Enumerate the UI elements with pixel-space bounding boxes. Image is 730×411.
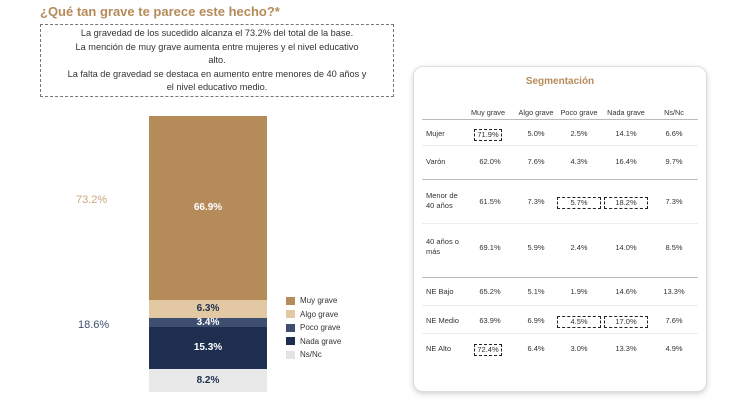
segmentation-cell: 5.1% bbox=[527, 287, 545, 296]
segmentation-row-divider bbox=[422, 333, 698, 334]
segmentation-cell: 61.5% bbox=[479, 197, 501, 206]
segmentation-cell: 18.2% bbox=[604, 197, 648, 209]
summary-note-line: La gravedad de los sucedido alcanza el 7… bbox=[80, 28, 354, 38]
stacked-bar-chart: 66.9% 6.3% 3.4% 15.3% 8.2% bbox=[149, 116, 267, 392]
segmentation-row: Varón 62.0% 7.6% 4.3% 16.4% 9.7% bbox=[422, 153, 698, 169]
segmentation-row-label: Mujer bbox=[426, 129, 445, 138]
segmentation-cell: 6.9% bbox=[527, 316, 545, 325]
bar-segment-muy-grave bbox=[149, 116, 267, 301]
segmentation-group-divider bbox=[422, 277, 698, 278]
segmentation-cell: 5.0% bbox=[527, 129, 545, 138]
segmentation-cell: 2.5% bbox=[570, 129, 588, 138]
bar-segment-nada-grave bbox=[149, 327, 267, 370]
segmentation-cell: 4.9% bbox=[665, 344, 683, 353]
segmentation-panel: Segmentación Muy grave Algo grave Poco gra… bbox=[413, 66, 707, 392]
segmentation-cell: 4.3% bbox=[570, 157, 588, 166]
segmentation-cell: 13.3% bbox=[615, 344, 637, 353]
segmentation-cell: 69.1% bbox=[479, 243, 501, 252]
segmentation-row-divider bbox=[422, 223, 698, 224]
segmentation-cell: 7.6% bbox=[665, 316, 683, 325]
segmentation-cell: 1.9% bbox=[570, 287, 588, 296]
segmentation-cell: 62.0% bbox=[479, 157, 501, 166]
segmentation-cell: 65.2% bbox=[479, 287, 501, 296]
segmentation-title: Segmentación bbox=[525, 76, 595, 87]
legend-item: Ns/Nc bbox=[286, 348, 341, 362]
segmentation-cell: 6.6% bbox=[665, 129, 683, 138]
segmentation-row: NE Medio 63.9% 6.9% 4.5% 17.0% 7.6% bbox=[422, 312, 698, 328]
segmentation-cell: 5.7% bbox=[557, 197, 601, 209]
bar-data-label: 8.2% bbox=[196, 374, 220, 386]
summary-note-box: La gravedad de los sucedido alcanza el 7… bbox=[40, 24, 394, 97]
segmentation-cell: 72.4% bbox=[474, 344, 502, 356]
legend-label: Muy grave bbox=[300, 296, 338, 306]
segmentation-cell: 7.3% bbox=[527, 197, 545, 206]
segmentation-column-header: Ns/Nc bbox=[664, 108, 684, 117]
segmentation-row-label: Varón bbox=[426, 157, 446, 166]
segmentation-cell: 8.5% bbox=[665, 243, 683, 252]
segmentation-row-label: Menor de 40 años bbox=[426, 191, 458, 210]
legend-item: Poco grave bbox=[286, 321, 341, 335]
segmentation-row-divider bbox=[422, 145, 698, 146]
segmentation-cell: 63.9% bbox=[479, 316, 501, 325]
legend-item: Nada grave bbox=[286, 335, 341, 349]
segmentation-column-header: Nada grave bbox=[607, 108, 645, 117]
summary-note-line: el nivel educativo medio. bbox=[166, 82, 268, 92]
segmentation-row-label: NE Bajo bbox=[426, 287, 454, 296]
legend-label: Nada grave bbox=[300, 336, 342, 346]
segmentation-column-header: Algo grave bbox=[518, 108, 554, 117]
segmentation-row: NE Alto 72.4% 6.4% 3.0% 13.3% 4.9% bbox=[422, 340, 698, 356]
total-grave-percent: 73.2% bbox=[76, 194, 108, 206]
segmentation-cell: 14.1% bbox=[615, 129, 637, 138]
segmentation-cell: 3.0% bbox=[570, 344, 588, 353]
segmentation-row: 40 años o más 69.1% 5.9% 2.4% 14.0% 8.5% bbox=[422, 237, 698, 256]
segmentation-column-header: Muy grave bbox=[470, 108, 506, 117]
segmentation-row-label: 40 años o más bbox=[426, 237, 459, 256]
legend-swatch bbox=[286, 310, 295, 319]
segmentation-cell: 14.6% bbox=[615, 287, 637, 296]
segmentation-row-divider bbox=[422, 305, 698, 306]
legend-label: Algo grave bbox=[300, 309, 339, 319]
segmentation-cell: 17.0% bbox=[604, 316, 648, 328]
segmentation-cell: 2.4% bbox=[570, 243, 588, 252]
segmentation-group-divider bbox=[422, 179, 698, 180]
segmentation-cell: 71.9% bbox=[474, 129, 502, 141]
segmentation-cell: 6.4% bbox=[527, 344, 545, 353]
legend-swatch bbox=[286, 350, 295, 359]
legend-swatch bbox=[286, 323, 295, 332]
page-title: ¿Qué tan grave te parece este hecho?* bbox=[40, 4, 280, 19]
bar-data-label: 15.3% bbox=[193, 342, 223, 354]
total-no-grave-percent: 18.6% bbox=[78, 319, 110, 331]
segmentation-column-header: Poco grave bbox=[560, 108, 598, 117]
segmentation-divider bbox=[422, 119, 698, 120]
summary-note-line: alto. bbox=[208, 55, 226, 65]
segmentation-cell: 7.3% bbox=[665, 197, 683, 206]
segmentation-row-label: NE Alto bbox=[426, 344, 452, 353]
segmentation-row: Mujer 71.9% 5.0% 2.5% 14.1% 6.6% bbox=[422, 125, 698, 141]
segmentation-row: NE Bajo 65.2% 5.1% 1.9% 14.6% 13.3% bbox=[422, 283, 698, 299]
segmentation-cell: 13.3% bbox=[663, 287, 685, 296]
bar-segment-algo-grave bbox=[149, 300, 267, 318]
bar-data-label: 3.4% bbox=[196, 316, 220, 328]
segmentation-row: Menor de 40 años 61.5% 7.3% 5.7% 18.2% 7.3% bbox=[422, 191, 698, 210]
chart-legend: Muy grave Algo grave Poco grave Nada grave N… bbox=[286, 294, 341, 362]
segmentation-cell: 9.7% bbox=[665, 157, 683, 166]
legend-swatch bbox=[286, 337, 295, 346]
segmentation-cell: 4.5% bbox=[557, 316, 601, 328]
summary-note-line: La falta de gravedad se destaca en aumen… bbox=[67, 68, 367, 79]
summary-note-line: La mención de muy grave aumenta entre mu… bbox=[75, 41, 359, 52]
legend-swatch bbox=[286, 296, 295, 305]
segmentation-row-label: NE Medio bbox=[426, 316, 459, 325]
segmentation-cell: 16.4% bbox=[615, 157, 637, 166]
legend-item: Algo grave bbox=[286, 308, 341, 322]
legend-item: Muy grave bbox=[286, 294, 341, 308]
bar-segment-poco-grave bbox=[149, 317, 267, 328]
segmentation-cell: 14.0% bbox=[615, 243, 637, 252]
legend-label: Ns/Nc bbox=[300, 350, 322, 360]
bar-data-label: 6.3% bbox=[196, 303, 220, 315]
segmentation-cell: 5.9% bbox=[527, 243, 545, 252]
bar-segment-ns-nc bbox=[149, 369, 267, 392]
segmentation-cell: 7.6% bbox=[527, 157, 545, 166]
legend-label: Poco grave bbox=[300, 323, 341, 333]
bar-data-label: 66.9% bbox=[193, 202, 223, 214]
